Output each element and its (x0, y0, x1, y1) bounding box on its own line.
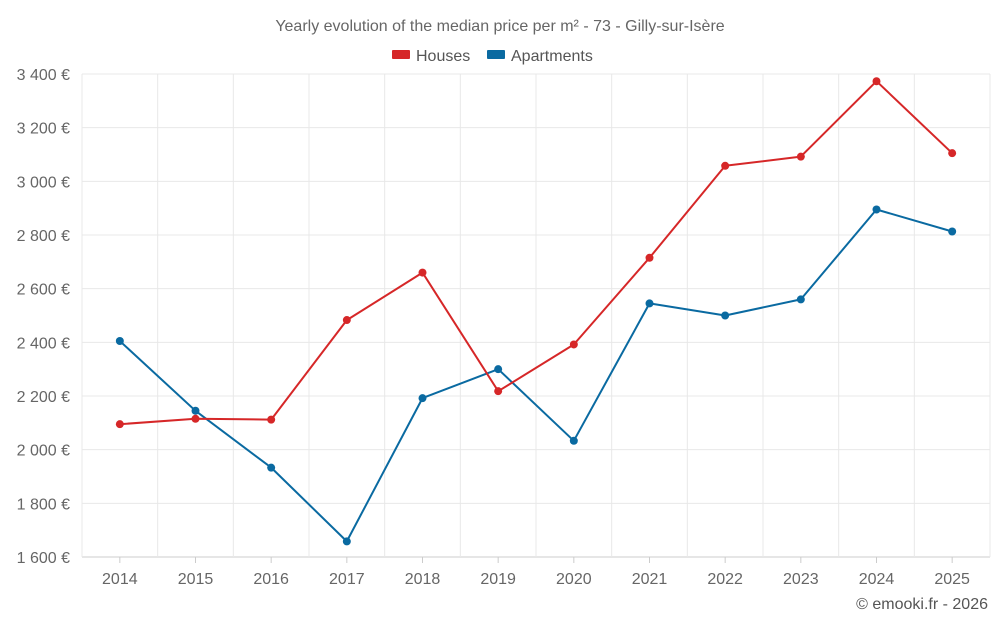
y-axis: 1 600 € 1 800 € 2 000 € 2 200 € 2 400 € 2 600… (17, 67, 70, 567)
data-point-apartments[interactable] (569, 436, 578, 445)
x-tick-label: 2016 (253, 571, 289, 588)
x-tick-label: 2019 (480, 571, 516, 588)
data-point-houses[interactable] (645, 253, 654, 262)
series-points (115, 77, 957, 546)
x-tick-label: 2020 (556, 571, 592, 588)
y-tick-label: 1 600 € (17, 550, 70, 567)
data-point-apartments[interactable] (721, 311, 730, 320)
data-point-houses[interactable] (494, 387, 503, 396)
data-point-apartments[interactable] (191, 406, 200, 415)
x-axis: 2014 2015 2016 2017 2018 2019 2020 2021 2022 2023… (102, 557, 970, 588)
x-tick-label: 2021 (632, 571, 668, 588)
x-tick-label: 2014 (102, 571, 138, 588)
data-point-houses[interactable] (418, 268, 427, 277)
x-tick-label: 2022 (707, 571, 743, 588)
data-point-houses[interactable] (191, 414, 200, 423)
legend-swatch-apartments (487, 50, 505, 59)
data-point-houses[interactable] (115, 420, 124, 429)
y-tick-label: 3 400 € (17, 67, 70, 84)
legend-item-houses[interactable]: Houses (392, 48, 470, 65)
legend-label-houses: Houses (416, 48, 470, 65)
x-tick-label: 2025 (934, 571, 970, 588)
x-tick-label: 2023 (783, 571, 819, 588)
data-point-apartments[interactable] (872, 205, 881, 214)
series-lines (119, 80, 953, 543)
y-tick-label: 1 800 € (17, 496, 70, 513)
y-tick-label: 2 600 € (17, 282, 70, 299)
data-point-houses[interactable] (267, 415, 276, 424)
data-point-apartments[interactable] (948, 227, 957, 236)
data-point-apartments[interactable] (645, 299, 654, 308)
data-point-houses[interactable] (948, 149, 957, 158)
legend-swatch-houses (392, 50, 410, 59)
legend-item-apartments[interactable]: Apartments (487, 48, 593, 65)
data-point-apartments[interactable] (342, 537, 351, 546)
data-point-houses[interactable] (796, 152, 805, 161)
data-point-houses[interactable] (342, 316, 351, 325)
legend: Houses Apartments (392, 48, 593, 65)
grid (81, 73, 991, 558)
x-tick-label: 2018 (405, 571, 441, 588)
y-tick-label: 2 000 € (17, 443, 70, 460)
legend-label-apartments: Apartments (511, 48, 593, 65)
credit-text: © emooki.fr - 2026 (856, 596, 988, 613)
y-tick-label: 3 200 € (17, 121, 70, 138)
y-tick-label: 2 800 € (17, 228, 70, 245)
data-point-houses[interactable] (569, 340, 578, 349)
y-tick-label: 3 000 € (17, 174, 70, 191)
series-line-apartments (119, 208, 953, 543)
data-point-houses[interactable] (872, 77, 881, 86)
data-point-apartments[interactable] (115, 336, 124, 345)
y-tick-label: 2 200 € (17, 389, 70, 406)
chart-title: Yearly evolution of the median price per… (275, 18, 724, 35)
data-point-apartments[interactable] (267, 463, 276, 472)
x-tick-label: 2024 (859, 571, 895, 588)
x-tick-label: 2017 (329, 571, 365, 588)
data-point-apartments[interactable] (494, 365, 503, 374)
x-tick-label: 2015 (178, 571, 214, 588)
series-line-houses (119, 80, 953, 426)
data-point-apartments[interactable] (418, 394, 427, 403)
data-point-apartments[interactable] (796, 295, 805, 304)
data-point-houses[interactable] (721, 161, 730, 170)
y-tick-label: 2 400 € (17, 335, 70, 352)
